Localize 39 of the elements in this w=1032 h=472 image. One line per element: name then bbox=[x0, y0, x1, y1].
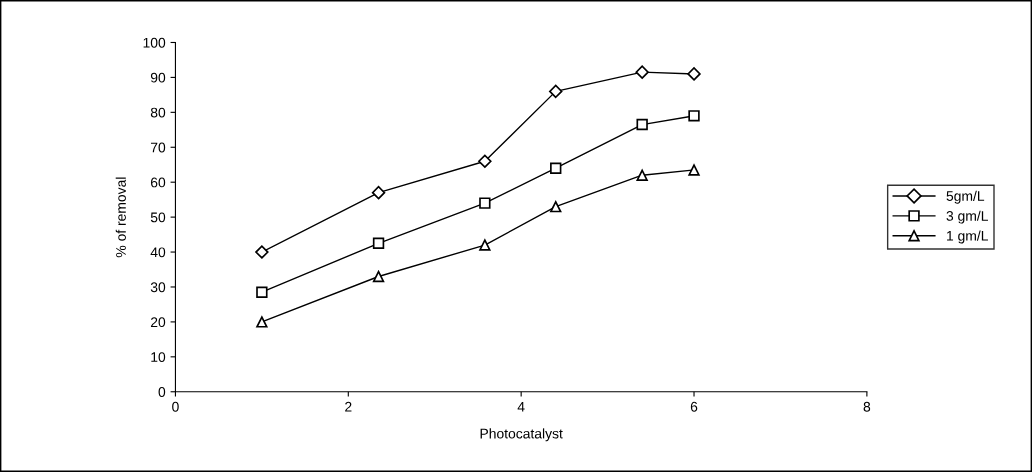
point bbox=[636, 169, 648, 181]
point bbox=[550, 162, 562, 174]
legend-label: 3 gm/L bbox=[946, 210, 988, 224]
y-tick-label: 0 bbox=[158, 387, 166, 397]
point bbox=[371, 185, 386, 200]
y-tick-label: 70 bbox=[150, 142, 166, 153]
point bbox=[549, 84, 563, 99]
legend-label: 1 gm/L bbox=[947, 230, 988, 244]
point bbox=[687, 67, 701, 81]
x-tick-label: 8 bbox=[863, 401, 871, 412]
y-tick-label: 60 bbox=[150, 177, 166, 188]
y-tick-label: 10 bbox=[151, 352, 166, 362]
legend-label: 5gm/L bbox=[946, 190, 985, 204]
point bbox=[372, 270, 385, 283]
point bbox=[255, 245, 269, 259]
x-tick-label: 4 bbox=[517, 401, 525, 412]
y-tick-label: 90 bbox=[150, 72, 166, 83]
x-tick-label: 0 bbox=[172, 401, 179, 412]
point bbox=[635, 65, 649, 79]
y-axis-title: % of removal bbox=[115, 177, 126, 258]
y-tick-label: 20 bbox=[150, 317, 166, 328]
y-tick-label: 30 bbox=[150, 282, 166, 293]
x-tick-label: 6 bbox=[690, 401, 698, 412]
point bbox=[479, 197, 491, 209]
point bbox=[372, 237, 385, 250]
point bbox=[256, 316, 268, 328]
point bbox=[636, 118, 648, 131]
point bbox=[688, 110, 700, 122]
point bbox=[256, 286, 268, 298]
x-tick-label: 2 bbox=[345, 401, 352, 412]
point bbox=[479, 239, 491, 251]
y-tick-label: 50 bbox=[150, 212, 166, 223]
y-tick-label: 80 bbox=[150, 107, 166, 118]
point bbox=[550, 200, 562, 213]
point bbox=[478, 154, 492, 168]
point bbox=[688, 164, 700, 176]
y-tick-label: 100 bbox=[143, 37, 166, 48]
x-axis-title: Photocatalyst bbox=[480, 428, 563, 442]
y-tick-label: 40 bbox=[150, 247, 166, 258]
